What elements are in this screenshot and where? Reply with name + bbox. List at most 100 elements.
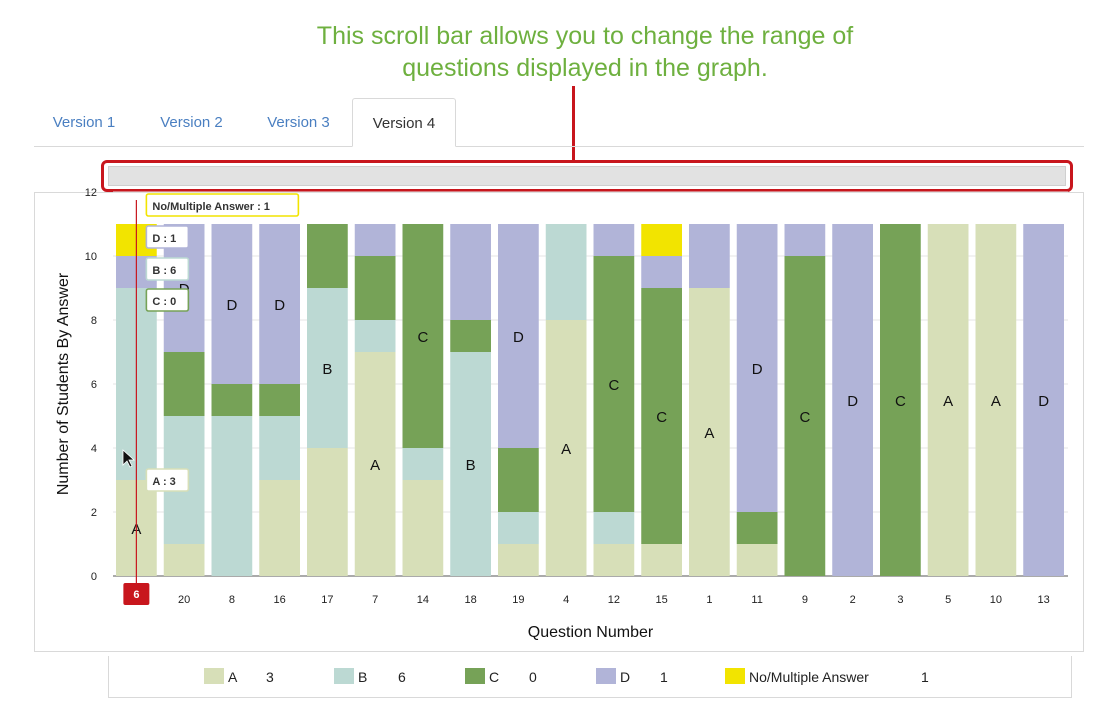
bar-segment-c (784, 256, 826, 576)
x-tick-label: 1 (706, 594, 712, 606)
bar-segment-c (211, 384, 253, 416)
x-tick-label: 8 (229, 594, 235, 606)
bar-answer-label: D (226, 297, 237, 314)
bar-segment-a (498, 544, 539, 576)
x-tick-label: 6 (133, 589, 139, 601)
legend-swatch-a (204, 668, 224, 684)
tooltip-text-b: B : 6 (152, 265, 176, 277)
bar-segment-a (641, 544, 682, 576)
x-tick-label: 17 (321, 594, 333, 606)
bar-segment-c (736, 512, 778, 544)
tab-version-2[interactable]: Version 2 (160, 114, 223, 131)
bar-segment-b (307, 288, 348, 448)
bar-answer-label: B (466, 457, 476, 474)
scrollbar-highlight-box (101, 160, 1073, 192)
legend-count-a: 3 (266, 669, 274, 685)
bar-answer-label: D (847, 393, 858, 410)
y-tick-label: 6 (91, 379, 97, 391)
bar-answer-label: C (895, 393, 906, 410)
tab-version-3[interactable]: Version 3 (267, 114, 330, 131)
mouse-cursor-icon (122, 449, 136, 468)
bar-segment-a (545, 320, 587, 576)
bar-segment-c (880, 224, 921, 576)
bar-segment-n (641, 224, 682, 256)
bar-segment-d (211, 224, 253, 384)
y-tick-label: 2 (91, 507, 97, 519)
bar-answer-label: A (991, 393, 1001, 410)
annotation-callout: This scroll bar allows you to change the… (250, 20, 920, 84)
x-tick-label: 7 (372, 594, 378, 606)
legend-count-d: 1 (660, 669, 668, 685)
x-tick-label: 20 (178, 594, 190, 606)
y-tick-label: 12 (85, 187, 97, 199)
y-axis-label: Number of Students By Answer (55, 272, 72, 495)
tab-version-1[interactable]: Version 1 (52, 114, 116, 131)
range-scrollbar[interactable] (108, 166, 1066, 186)
bar-answer-label: C (799, 409, 810, 426)
callout-line-1: This scroll bar allows you to change the… (316, 22, 854, 50)
tab-version-4[interactable]: Version 4 (352, 98, 456, 147)
bar-answer-label: D (1038, 393, 1049, 410)
x-tick-label: 19 (512, 594, 524, 606)
bar-answer-label: C (608, 377, 619, 394)
x-tick-label: 15 (656, 594, 668, 606)
bar-answer-label: D (752, 361, 763, 378)
bar-segment-a (927, 224, 969, 576)
y-tick-label: 10 (85, 251, 97, 263)
bar-segment-d (1023, 224, 1064, 576)
tooltip-text-a: A : 3 (152, 476, 175, 488)
bar-segment-c (593, 256, 635, 512)
legend-count-b: 6 (398, 669, 406, 685)
bar-answer-label: C (656, 409, 667, 426)
legend-label-b: B (358, 669, 368, 685)
legend-label-c: C (489, 669, 500, 685)
bar-answer-label: D (513, 329, 524, 346)
x-axis-label: Question Number (528, 624, 654, 641)
legend-swatch-no-multiple (725, 668, 745, 684)
bar-answer-label: C (417, 329, 428, 346)
bar-segment-d (641, 256, 682, 288)
bar-segment-b (545, 224, 587, 320)
legend-swatch-b (334, 668, 354, 684)
selected-category-marker (123, 583, 150, 605)
callout-connector-vertical (572, 86, 575, 162)
bar-answer-label: A (561, 441, 571, 458)
x-tick-label: 9 (802, 594, 808, 606)
bar-segment-d (354, 224, 396, 256)
chart-legend: A 3 B 6 C 0 D 1 No/Multiple Answer 1 (108, 656, 1072, 698)
bar-segment-b (354, 320, 396, 352)
bar-segment-b (498, 512, 539, 544)
bar-segment-a (689, 288, 730, 576)
x-tick-label: 10 (990, 594, 1002, 606)
bar-segment-a (402, 480, 444, 576)
bar-segment-c (402, 224, 444, 448)
bar-segment-c (307, 224, 348, 288)
x-tick-label: 12 (608, 594, 620, 606)
legend-label-a: A (228, 669, 238, 685)
stacked-bar-chart: 0 2 4 6 8 10 12 Number of Students By Answer Que… (55, 187, 1068, 641)
bar-segment-d (784, 224, 826, 256)
tooltip-box-a (145, 468, 190, 492)
tooltip-box-b (145, 257, 190, 281)
bar-segment-b (211, 416, 253, 576)
bar-segment-c (641, 288, 682, 544)
bar-answer-label: A (704, 425, 714, 442)
bar-segment-a (354, 352, 396, 576)
bar-segment-c (163, 352, 205, 416)
legend-count-no-multiple: 1 (921, 669, 929, 685)
bar-segment-d (450, 224, 491, 320)
x-tick-label: 18 (465, 594, 477, 606)
y-tick-label: 4 (91, 443, 97, 455)
legend-swatch-c (465, 668, 485, 684)
legend-swatch-d (596, 668, 616, 684)
tooltip-text-c: C : 0 (152, 296, 176, 308)
bar-segment-c (259, 384, 300, 416)
bar-segment-b (402, 448, 444, 480)
bar-segment-d (593, 224, 635, 256)
bar-segment-a (163, 544, 205, 576)
bar-answer-label: D (274, 297, 285, 314)
y-tick-label: 0 (91, 571, 97, 583)
legend-label-d: D (620, 669, 631, 685)
bar-segment-d (832, 224, 873, 576)
bar-segment-d (498, 224, 539, 448)
